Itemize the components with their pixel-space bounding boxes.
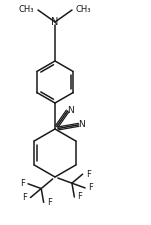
Text: CH₃: CH₃: [76, 5, 92, 14]
Text: F: F: [20, 179, 25, 188]
Text: F: F: [23, 193, 27, 202]
Text: CH₃: CH₃: [19, 5, 34, 14]
Text: N: N: [67, 106, 74, 115]
Text: N: N: [78, 120, 85, 129]
Text: F: F: [86, 170, 90, 179]
Text: F: F: [88, 183, 93, 192]
Text: F: F: [77, 192, 82, 201]
Text: F: F: [47, 198, 51, 207]
Text: N: N: [51, 17, 59, 27]
